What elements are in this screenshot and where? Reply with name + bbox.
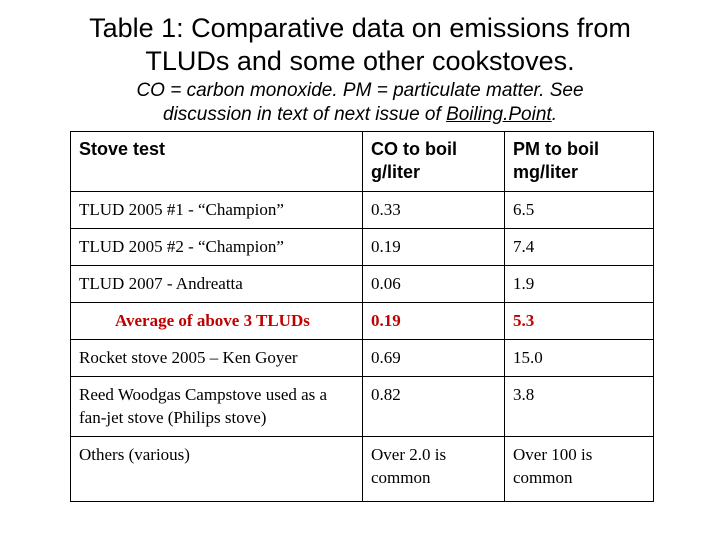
co-cell: 0.19 — [362, 228, 505, 266]
co-cell: 0.19 — [362, 302, 505, 340]
co-cell: 0.69 — [362, 339, 505, 377]
title-line-2: TLUDs and some other cookstoves. — [145, 46, 575, 76]
stove-cell: Average of above 3 TLUDs — [70, 302, 363, 340]
pm-cell: Over 100 is common — [504, 436, 654, 502]
table-row: Rocket stove 2005 – Ken Goyer 0.69 15.0 — [70, 339, 654, 377]
pm-cell: 7.4 — [504, 228, 654, 266]
stove-cell: TLUD 2005 #1 - “Champion” — [70, 191, 363, 229]
table-row: TLUD 2005 #1 - “Champion” 0.33 6.5 — [70, 191, 654, 229]
table-row: TLUD 2007 - Andreatta 0.06 1.9 — [70, 265, 654, 303]
table-row: Others (various) Over 2.0 is common Over… — [70, 436, 654, 502]
co-cell: 0.33 — [362, 191, 505, 229]
co-cell: 0.82 — [362, 376, 505, 437]
subtitle-line-2-prefix: discussion in text of next issue of — [163, 104, 447, 125]
table-header-row: Stove test CO to boil g/liter PM to boil m… — [70, 131, 654, 192]
subtitle-line-1: CO = carbon monoxide. PM = particulate m… — [136, 80, 584, 101]
subtitle: CO = carbon monoxide. PM = particulate m… — [40, 79, 680, 127]
header-co-to-boil: CO to boil g/liter — [362, 131, 505, 192]
pm-cell: 3.8 — [504, 376, 654, 437]
table-row: TLUD 2005 #2 - “Champion” 0.19 7.4 — [70, 228, 654, 266]
subtitle-line-2-suffix: . — [551, 104, 557, 125]
subtitle-line-2: discussion in text of next issue of Boil… — [40, 103, 680, 127]
co-cell: 0.06 — [362, 265, 505, 303]
stove-cell: Others (various) — [70, 436, 363, 502]
emissions-table: Stove test CO to boil g/liter PM to boil m… — [70, 131, 654, 502]
title-line-1: Table 1: Comparative data on emissions f… — [89, 13, 631, 43]
header-stove-test: Stove test — [70, 131, 363, 192]
pm-cell: 5.3 — [504, 302, 654, 340]
co-cell: Over 2.0 is common — [362, 436, 505, 502]
pm-cell: 6.5 — [504, 191, 654, 229]
header-pm-to-boil: PM to boil mg/liter — [504, 131, 654, 192]
pm-cell: 1.9 — [504, 265, 654, 303]
pm-cell: 15.0 — [504, 339, 654, 377]
boiling-point-reference: Boiling.Point — [446, 104, 552, 125]
stove-cell: Reed Woodgas Campstove used as a fan-jet… — [70, 376, 363, 437]
stove-cell: TLUD 2005 #2 - “Champion” — [70, 228, 363, 266]
table-row-average: Average of above 3 TLUDs 0.19 5.3 — [70, 302, 654, 340]
stove-cell: Rocket stove 2005 – Ken Goyer — [70, 339, 363, 377]
page-title: Table 1: Comparative data on emissions f… — [0, 12, 720, 78]
stove-cell: TLUD 2007 - Andreatta — [70, 265, 363, 303]
table-row: Reed Woodgas Campstove used as a fan-jet… — [70, 376, 654, 437]
